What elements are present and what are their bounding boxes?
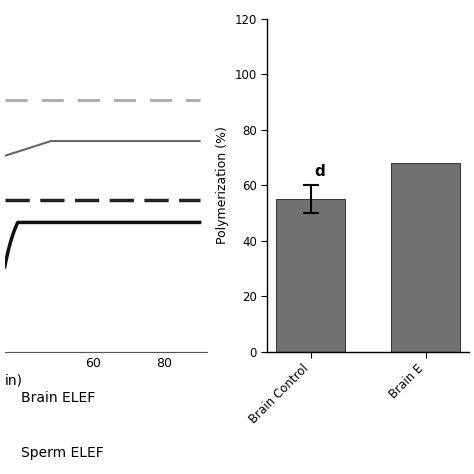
X-axis label: in): in) [5,374,23,388]
Text: d: d [315,164,326,179]
Y-axis label: Polymerization (%): Polymerization (%) [216,127,229,245]
Bar [391,163,460,352]
Text: Sperm ELEF: Sperm ELEF [21,446,104,460]
Bar [276,199,346,352]
Text: Brain ELEF: Brain ELEF [21,391,95,405]
